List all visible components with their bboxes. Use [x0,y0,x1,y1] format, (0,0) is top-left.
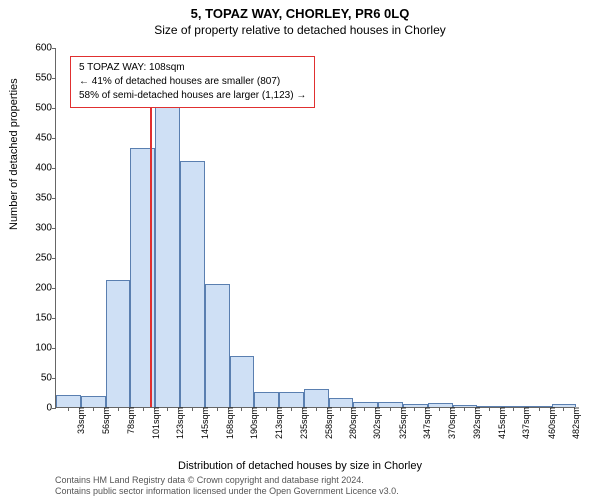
x-tick-label: 168sqm [223,407,235,439]
y-tick-mark [52,228,56,229]
y-tick-mark [52,348,56,349]
x-tick-label: 33sqm [74,407,86,434]
histogram-bar [56,395,81,407]
x-tick-mark [439,407,440,411]
histogram-bar [279,392,304,407]
y-tick-mark [52,168,56,169]
y-tick-mark [52,138,56,139]
histogram-bar [329,398,354,407]
marker-info-box: 5 TOPAZ WAY: 108sqm ← 41% of detached ho… [70,56,315,108]
x-tick-mark [192,407,193,411]
x-tick-label: 302sqm [370,407,382,439]
x-tick-mark [414,407,415,411]
info-line-smaller: ← 41% of detached houses are smaller (80… [79,75,306,89]
info-line-larger: 58% of semi-detached houses are larger (… [79,89,306,103]
x-tick-label: 78sqm [124,407,136,434]
x-tick-mark [118,407,119,411]
y-tick-mark [52,258,56,259]
chart-subtitle: Size of property relative to detached ho… [0,21,600,37]
y-tick-mark [52,198,56,199]
y-tick-mark [52,48,56,49]
x-tick-label: 190sqm [247,407,259,439]
info-line-property: 5 TOPAZ WAY: 108sqm [79,61,306,75]
x-tick-label: 415sqm [495,407,507,439]
footer-line-2: Contains public sector information licen… [55,486,399,498]
x-tick-label: 56sqm [99,407,111,434]
property-marker-line [150,107,152,407]
x-tick-mark [489,407,490,411]
attribution-footer: Contains HM Land Registry data © Crown c… [55,475,399,498]
x-tick-label: 482sqm [569,407,581,439]
histogram-bar [254,392,279,407]
x-tick-mark [291,407,292,411]
x-tick-mark [340,407,341,411]
x-tick-label: 145sqm [198,407,210,439]
x-tick-label: 101sqm [149,407,161,439]
histogram-bar [81,396,106,407]
x-tick-label: 235sqm [297,407,309,439]
histogram-bar [106,280,131,407]
x-tick-mark [68,407,69,411]
x-axis-label: Distribution of detached houses by size … [0,460,600,472]
histogram-bar [205,284,230,407]
x-tick-mark [167,407,168,411]
y-tick-mark [52,378,56,379]
x-tick-mark [241,407,242,411]
x-tick-mark [539,407,540,411]
x-tick-label: 370sqm [445,407,457,439]
x-tick-mark [316,407,317,411]
histogram-bar [180,161,205,407]
y-tick-mark [52,318,56,319]
footer-line-1: Contains HM Land Registry data © Crown c… [55,475,399,487]
x-tick-mark [364,407,365,411]
y-axis-label: Number of detached properties [8,78,20,230]
y-tick-mark [52,288,56,289]
x-tick-mark [464,407,465,411]
x-tick-label: 325sqm [396,407,408,439]
x-tick-label: 213sqm [272,407,284,439]
x-tick-mark [217,407,218,411]
histogram-bar [304,389,329,407]
x-tick-mark [563,407,564,411]
y-tick-mark [52,408,56,409]
x-tick-mark [390,407,391,411]
histogram-bar [230,356,255,407]
x-tick-label: 392sqm [470,407,482,439]
x-tick-label: 258sqm [322,407,334,439]
y-tick-mark [52,78,56,79]
page-title: 5, TOPAZ WAY, CHORLEY, PR6 0LQ [0,0,600,21]
histogram-bar [155,107,180,407]
x-tick-mark [93,407,94,411]
chart-container: 5, TOPAZ WAY, CHORLEY, PR6 0LQ Size of p… [0,0,600,500]
x-tick-label: 460sqm [545,407,557,439]
x-tick-mark [513,407,514,411]
x-tick-mark [143,407,144,411]
x-tick-label: 437sqm [519,407,531,439]
x-tick-label: 123sqm [173,407,185,439]
y-tick-mark [52,108,56,109]
x-tick-label: 280sqm [346,407,358,439]
x-tick-label: 347sqm [420,407,432,439]
x-tick-mark [266,407,267,411]
